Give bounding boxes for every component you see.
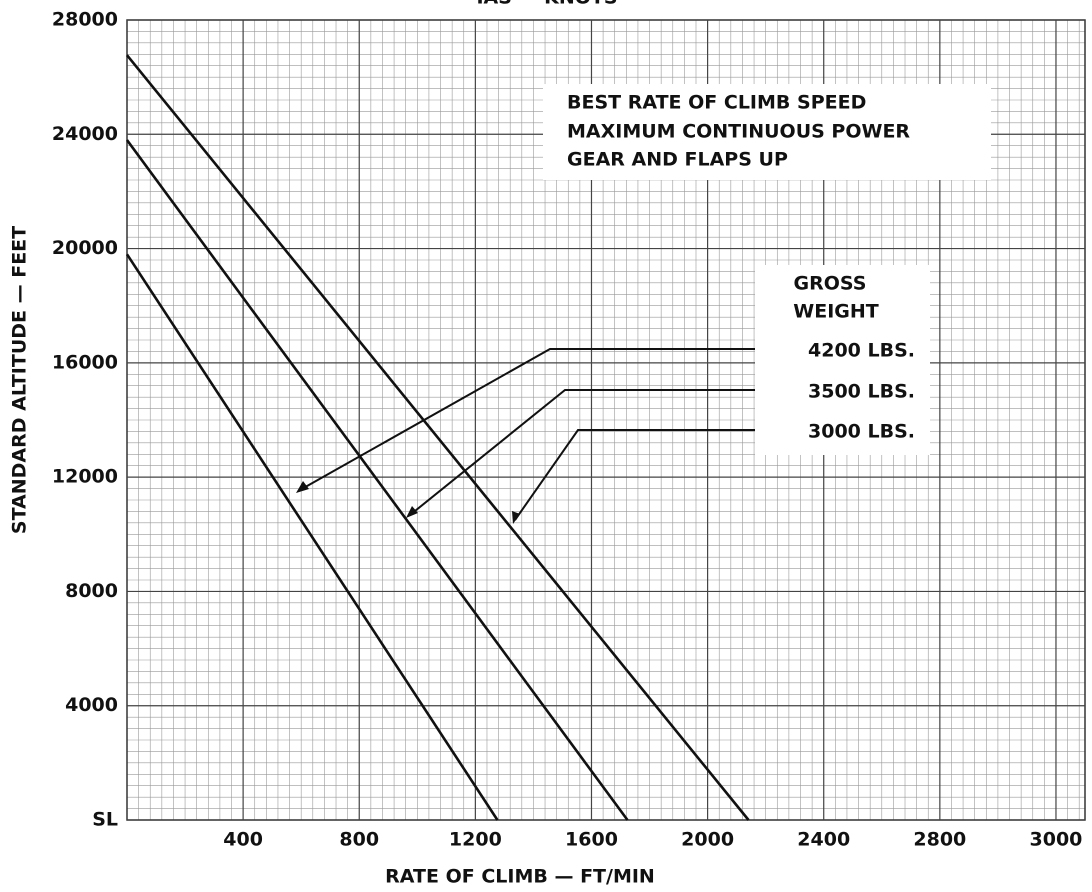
annotation: BEST RATE OF CLIMB SPEED <box>567 92 866 114</box>
x-tick-label: 2400 <box>797 829 850 851</box>
arrowheads <box>296 481 520 524</box>
arrowhead <box>406 506 418 518</box>
y-axis-label: STANDARD ALTITUDE — FEET <box>9 226 31 534</box>
y-tick-label: 4000 <box>65 694 118 716</box>
legend-title: WEIGHT <box>793 301 879 323</box>
legend-label: 3500 LBS. <box>808 381 915 403</box>
x-tick-label: 2800 <box>913 829 966 851</box>
leader-line <box>514 429 755 521</box>
y-tick-label: SL <box>92 809 118 831</box>
x-tick-label: 2000 <box>681 829 734 851</box>
y-tick-label: 16000 <box>52 351 118 373</box>
arrowhead <box>512 511 520 524</box>
x-axis-label: RATE OF CLIMB — FT/MIN <box>385 866 655 888</box>
series-line <box>125 253 499 821</box>
y-tick-label: 24000 <box>52 123 118 145</box>
y-tick-label: 12000 <box>52 466 118 488</box>
x-tick-label: 400 <box>223 829 263 851</box>
annotation: MAXIMUM CONTINUOUS POWER <box>567 121 910 143</box>
top-label: IAS — KNOTS <box>476 0 617 9</box>
annotation-box <box>543 84 991 180</box>
marks <box>125 54 750 821</box>
y-tick-label: 20000 <box>52 237 118 259</box>
leader-line <box>409 389 755 516</box>
legend-title: GROSS <box>794 273 867 295</box>
series-line <box>125 54 750 821</box>
x-tick-label: 1200 <box>449 829 502 851</box>
legend-label: 3000 LBS. <box>808 421 915 443</box>
legend-label: 4200 LBS. <box>808 340 915 362</box>
x-tick-label: 3000 <box>1030 829 1083 851</box>
leader-line <box>299 348 755 491</box>
y-tick-label: 28000 <box>52 9 118 31</box>
y-tick-label: 8000 <box>65 580 118 602</box>
x-tick-label: 800 <box>339 829 379 851</box>
annotation: GEAR AND FLAPS UP <box>567 149 788 171</box>
arrowhead <box>296 481 309 493</box>
x-tick-label: 1600 <box>565 829 618 851</box>
series-line <box>125 139 629 821</box>
legend-box <box>755 265 930 455</box>
leaders <box>299 348 755 521</box>
